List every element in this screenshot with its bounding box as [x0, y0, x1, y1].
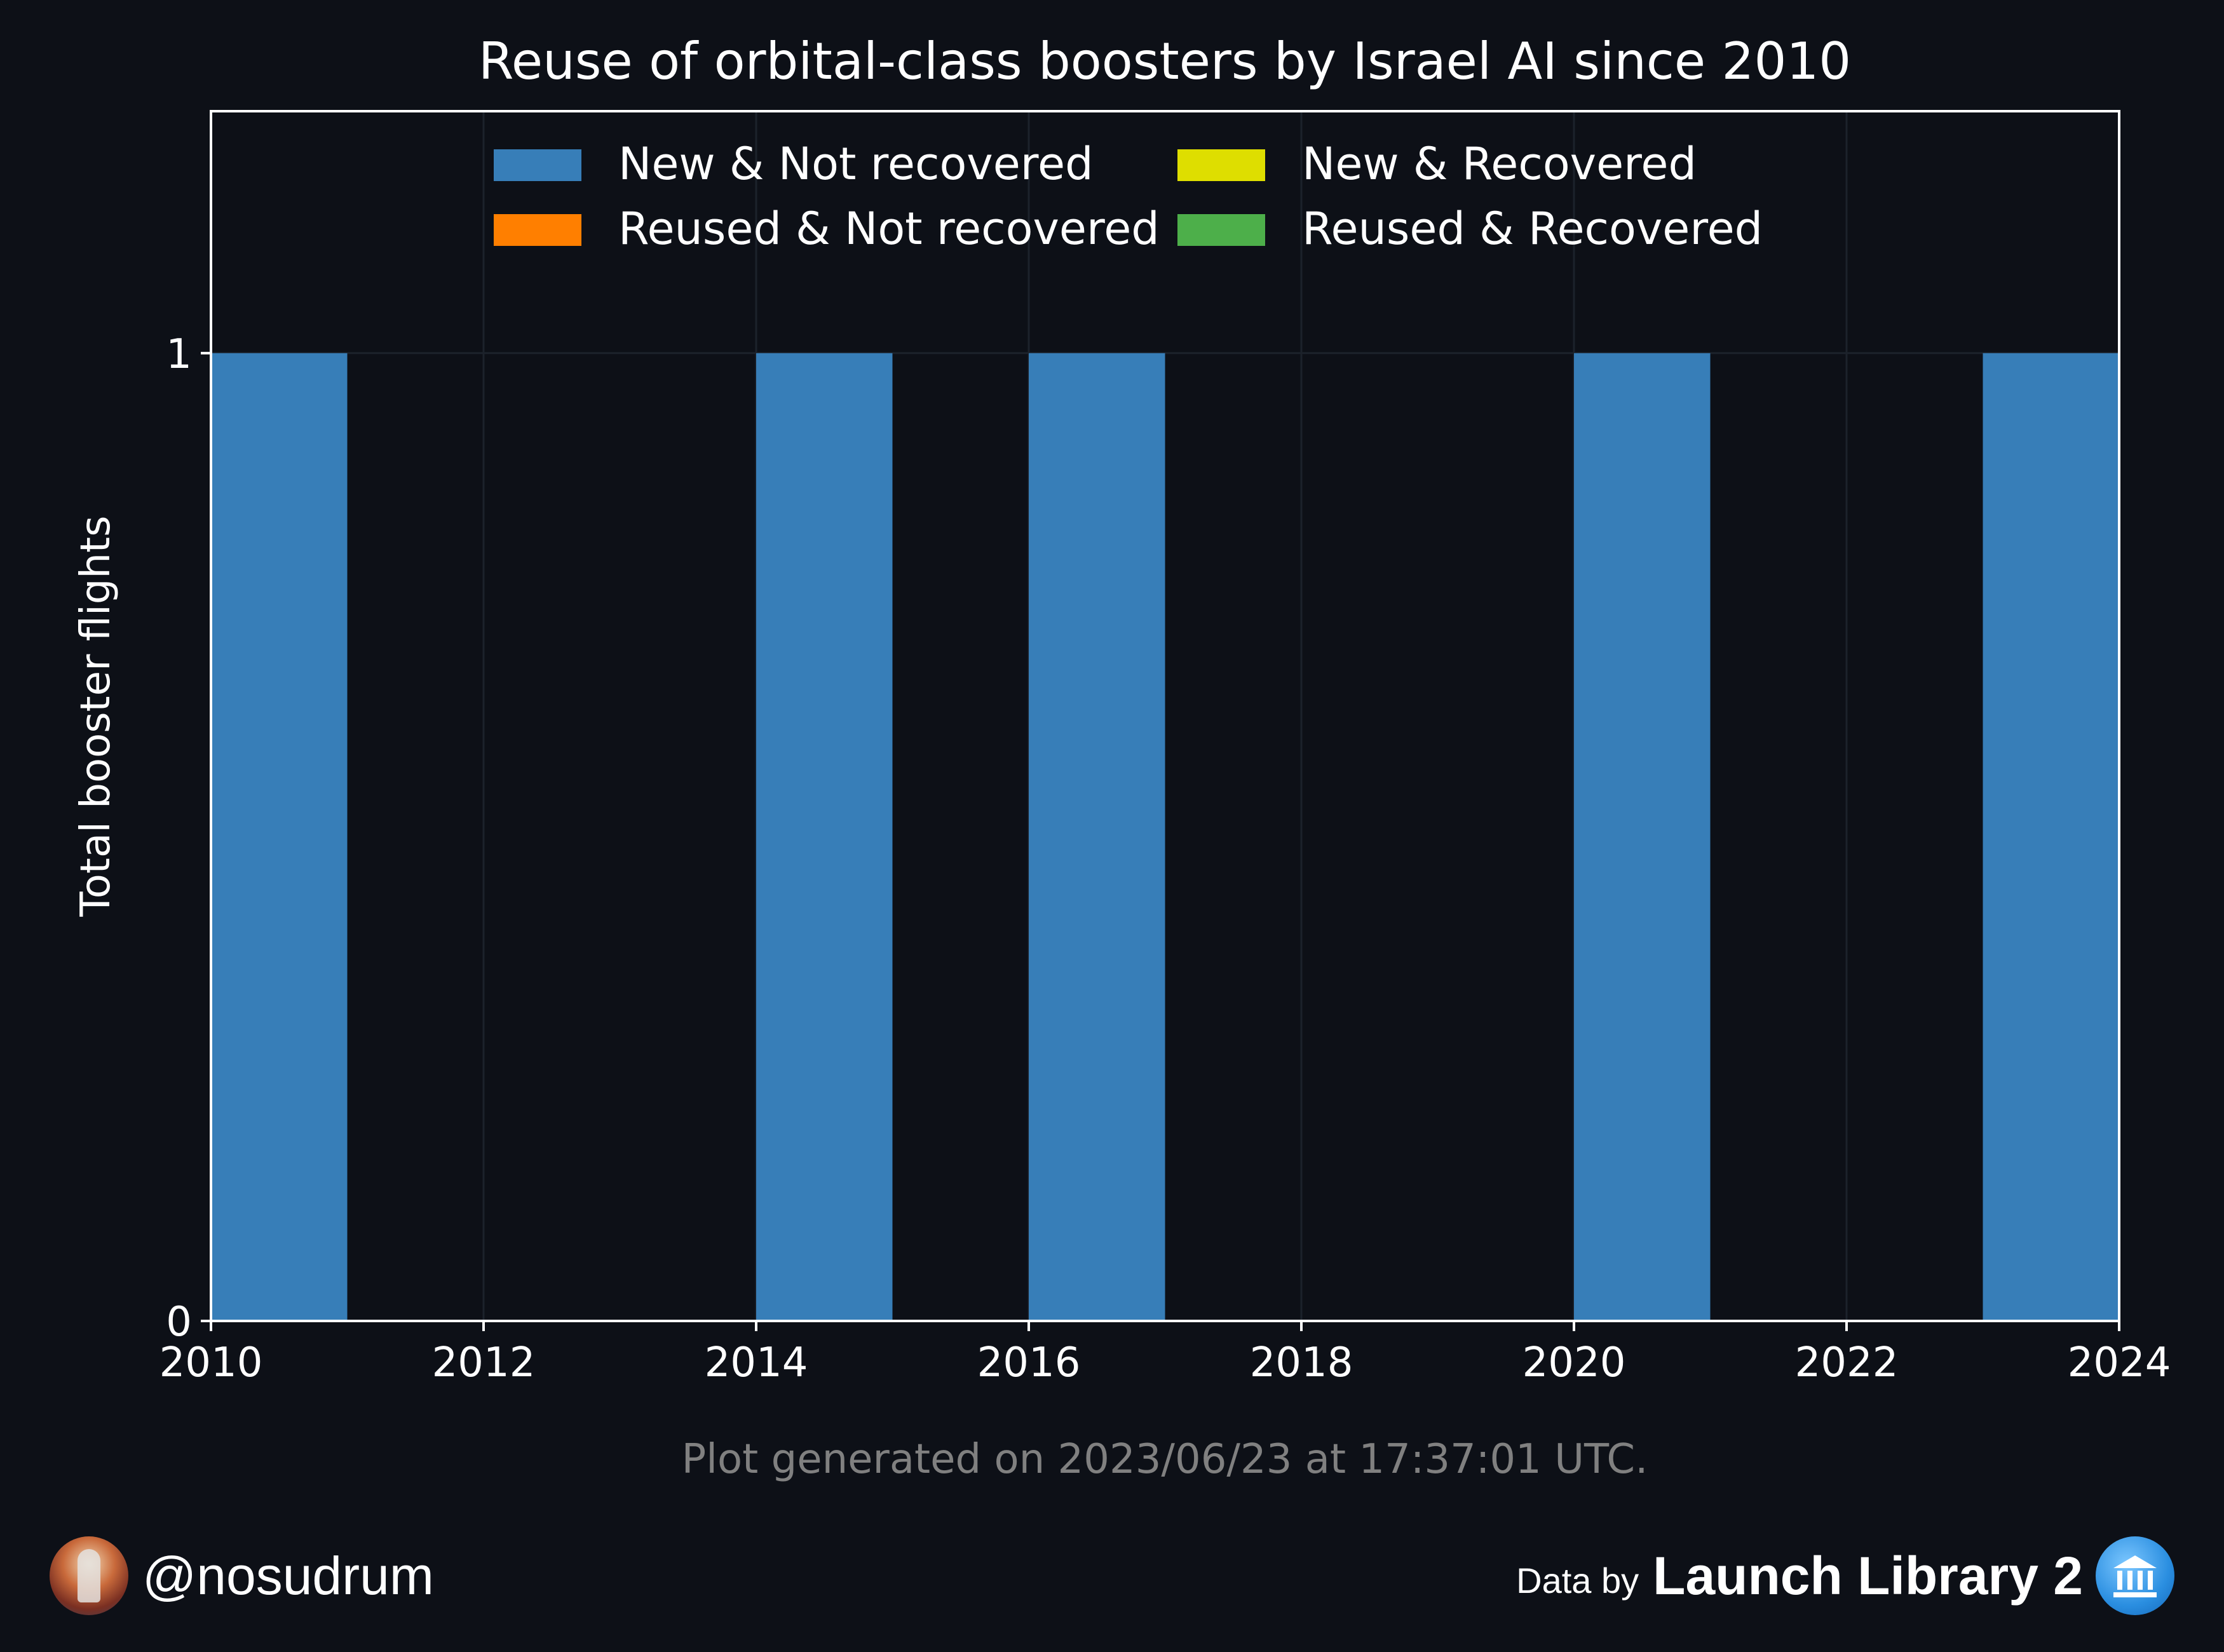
bar [1983, 353, 2119, 1321]
data-source-name: Launch Library 2 [1653, 1545, 2083, 1606]
footnote: Plot generated on 2023/06/23 at 17:37:01… [682, 1436, 1648, 1483]
legend-swatch [1177, 149, 1265, 181]
x-tick-label: 2022 [1795, 1339, 1899, 1386]
bar [1574, 353, 1711, 1321]
legend-label: Reused & Recovered [1302, 203, 1763, 255]
avatar [50, 1536, 128, 1615]
data-source-credit: Data by Launch Library 2 [1516, 1536, 2174, 1615]
legend-swatch [1177, 214, 1265, 246]
bar [1029, 353, 1165, 1321]
legend-label: New & Not recovered [618, 138, 1094, 190]
bars [211, 353, 2119, 1321]
x-axis: 2010 2012 2014 2016 2018 2020 2022 2024 [159, 1321, 2171, 1386]
y-tick-label: 1 [166, 331, 192, 378]
bar [756, 353, 893, 1321]
x-tick-label: 2020 [1522, 1339, 1626, 1386]
launch-library-logo-icon [2096, 1536, 2174, 1615]
x-tick-label: 2016 [977, 1339, 1081, 1386]
y-axis-label: Total booster flights [72, 516, 119, 917]
y-tick-label: 0 [166, 1299, 192, 1346]
legend-swatch [494, 149, 581, 181]
legend-label: Reused & Not recovered [618, 203, 1160, 255]
plot-frame [210, 110, 2120, 1322]
x-tick-label: 2010 [159, 1339, 263, 1386]
author-handle: @nosudrum [142, 1545, 434, 1606]
data-by-label: Data by [1516, 1560, 1639, 1601]
y-axis: 01 [166, 331, 211, 1346]
chart-title: Reuse of orbital-class boosters by Israe… [478, 32, 1851, 91]
x-tick-label: 2024 [2068, 1339, 2171, 1386]
x-tick-label: 2014 [705, 1339, 808, 1386]
legend-swatch [494, 214, 581, 246]
legend: New & Not recovered Reused & Not recovere… [494, 138, 1763, 255]
author-credit: @nosudrum [50, 1536, 434, 1615]
bar [211, 353, 348, 1321]
x-tick-label: 2018 [1250, 1339, 1353, 1386]
x-tick-label: 2012 [432, 1339, 536, 1386]
legend-label: New & Recovered [1302, 138, 1697, 190]
